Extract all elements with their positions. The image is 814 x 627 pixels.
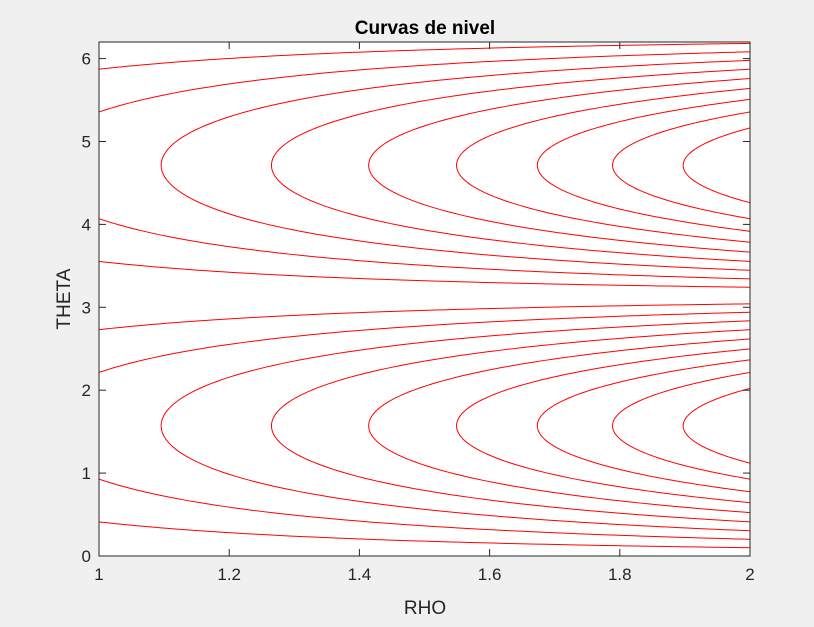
contour-line <box>368 78 751 253</box>
contour-line <box>98 478 751 540</box>
x-tick-label: 1 <box>94 565 103 584</box>
contour-line <box>98 521 751 549</box>
contour-line <box>612 371 751 480</box>
contour-line <box>612 111 751 220</box>
y-tick-label: 3 <box>82 298 91 317</box>
contour-lines <box>98 42 751 549</box>
x-tick-label: 1.6 <box>478 565 502 584</box>
contour-line <box>160 59 751 271</box>
contour-line <box>98 311 750 373</box>
chart-title: Curvas de nivel <box>355 18 495 39</box>
y-tick-label: 2 <box>82 381 91 400</box>
contour-line <box>98 51 750 113</box>
contour-line <box>456 87 751 243</box>
y-tick-label: 0 <box>82 547 91 566</box>
contour-line <box>536 359 751 493</box>
contour-line <box>536 98 751 232</box>
y-tick-label: 5 <box>82 132 91 151</box>
contour-line <box>456 348 751 504</box>
contour-line <box>98 42 750 70</box>
contour-line <box>98 303 750 331</box>
y-tick-label: 6 <box>82 50 91 69</box>
x-tick-label: 1.4 <box>348 565 372 584</box>
y-axis-title: THETA <box>54 268 75 329</box>
contour-line <box>270 329 751 523</box>
contour-line <box>160 320 751 532</box>
y-tick-label: 1 <box>82 464 91 483</box>
contour-line <box>682 387 751 464</box>
y-tick-label: 4 <box>82 215 91 234</box>
contour-line <box>270 68 751 262</box>
contour-line <box>682 127 751 204</box>
axes-background <box>99 42 750 556</box>
contour-line <box>98 260 750 288</box>
contour-line <box>368 338 751 514</box>
x-tick-label: 1.2 <box>217 565 241 584</box>
x-tick-label: 2 <box>745 565 754 584</box>
x-axis-title: RHO <box>404 598 446 619</box>
axis-ticks <box>98 42 751 557</box>
x-tick-label: 1.8 <box>608 565 632 584</box>
contour-line <box>98 218 751 280</box>
axes-box <box>98 41 751 557</box>
